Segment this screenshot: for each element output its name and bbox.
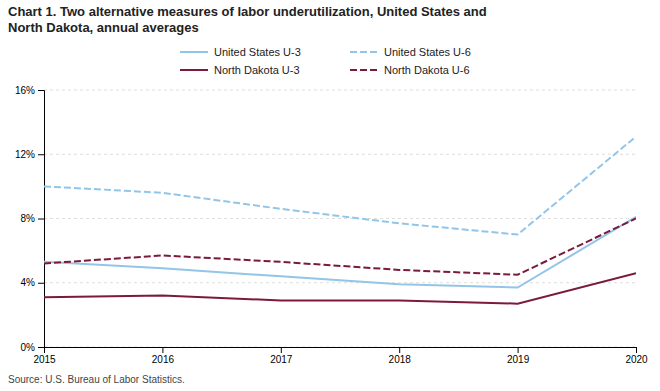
x-tick-label: 2017 (270, 354, 293, 365)
title: Chart 1. Two alternative measures of lab… (8, 4, 487, 35)
legend-label: North Dakota U-6 (384, 64, 470, 76)
y-tick-label: 0% (21, 342, 36, 353)
grid (44, 90, 636, 347)
y-tick: 12% (15, 149, 44, 160)
x-tick: 2019 (507, 347, 530, 365)
legend-swatch (180, 51, 208, 53)
x-tick-mark (281, 347, 282, 353)
chart: Chart 1. Two alternative measures of lab… (0, 0, 660, 391)
x-tick-label: 2020 (625, 354, 648, 365)
legend-swatch (350, 69, 378, 71)
legend-label: United States U-3 (214, 46, 301, 58)
y-tick: 0% (21, 342, 44, 353)
x-tick: 2016 (152, 347, 175, 365)
x-axis-line (45, 348, 637, 354)
legend-label: United States U-6 (384, 46, 471, 58)
x-tick-label: 2016 (152, 354, 175, 365)
series-line (44, 137, 636, 235)
y-tick: 16% (15, 85, 44, 96)
y-tick-mark (38, 90, 44, 91)
x-tick: 2017 (270, 347, 293, 365)
x-tick-mark (518, 347, 519, 353)
y-tick-mark (38, 154, 44, 155)
x-tick-mark (162, 347, 163, 353)
title-line: Chart 1. Two alternative measures of lab… (8, 4, 487, 19)
source-note: Source: U.S. Bureau of Labor Statistics. (8, 374, 185, 385)
legend-swatch (180, 69, 208, 71)
legend-item: United States U-6 (350, 46, 471, 58)
legend: United States U-3 United States U-6 North … (180, 46, 471, 76)
y-tick-mark (38, 219, 44, 220)
legend-item: North Dakota U-3 (180, 64, 300, 76)
y-axis-line (38, 91, 45, 348)
plot: 2015 2016 2017 2018 2019 2020 0% 4% 8% 12% 16% (15, 85, 648, 365)
series-line (44, 219, 636, 275)
y-tick-mark (38, 283, 44, 284)
x-tick-label: 2018 (389, 354, 412, 365)
y-tick-label: 8% (21, 213, 36, 224)
x-tick-mark (399, 347, 400, 353)
x-tick: 2020 (625, 347, 648, 365)
grid-line (44, 90, 636, 91)
x-axis: 2015 2016 2017 2018 2019 2020 (33, 347, 648, 365)
y-tick-label: 12% (15, 149, 35, 160)
grid-line (44, 282, 636, 283)
legend-item: United States U-3 (180, 46, 301, 58)
x-tick-mark (636, 347, 637, 353)
x-tick: 2015 (33, 347, 56, 365)
title-line: North Dakota, annual averages (8, 20, 199, 35)
x-tick-label: 2015 (33, 354, 56, 365)
y-tick: 4% (21, 277, 44, 288)
lines (44, 137, 636, 304)
grid-line (44, 154, 636, 155)
y-tick: 8% (21, 213, 44, 224)
series-line (44, 273, 636, 304)
y-tick-mark (38, 347, 44, 348)
grid-line (44, 218, 636, 219)
legend-label: North Dakota U-3 (214, 64, 300, 76)
x-tick: 2018 (389, 347, 412, 365)
y-tick-label: 16% (15, 85, 35, 96)
y-tick-label: 4% (21, 277, 36, 288)
series-line (44, 217, 636, 288)
x-tick-label: 2019 (507, 354, 530, 365)
legend-swatch (350, 51, 378, 53)
legend-item: North Dakota U-6 (350, 64, 470, 76)
y-axis: 0% 4% 8% 12% 16% (15, 85, 45, 353)
